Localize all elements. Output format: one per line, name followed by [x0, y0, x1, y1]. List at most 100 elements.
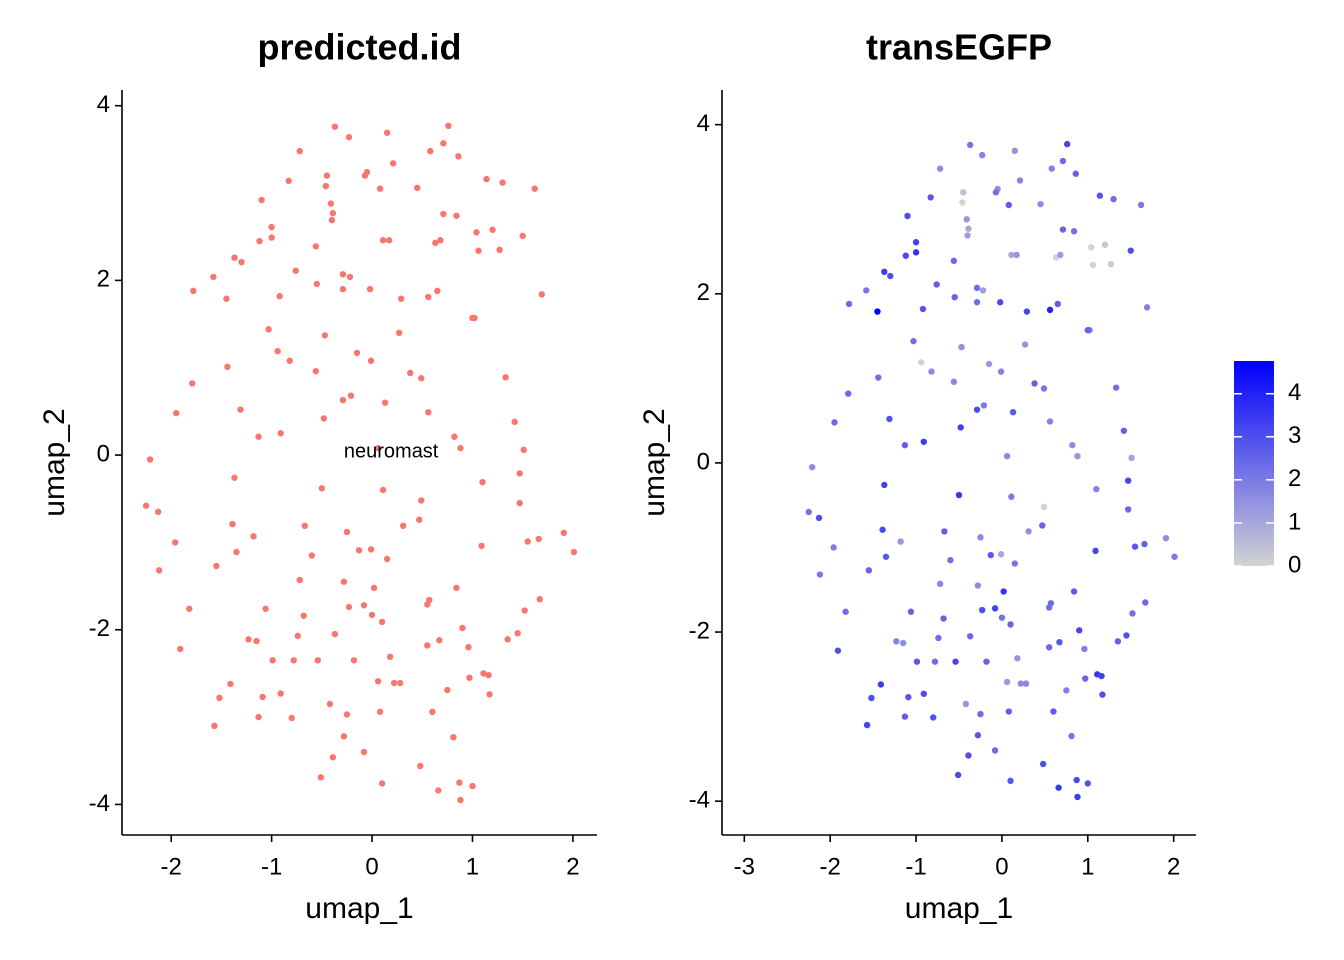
point — [424, 601, 431, 608]
point — [339, 271, 347, 278]
point — [881, 481, 888, 489]
point — [457, 796, 464, 804]
point — [815, 514, 823, 522]
chart-title: predicted.id — [257, 27, 461, 68]
point — [340, 578, 348, 585]
point — [216, 694, 223, 702]
point — [965, 225, 972, 232]
point — [1008, 251, 1015, 259]
point — [1082, 675, 1089, 682]
point — [1142, 599, 1149, 606]
point — [535, 535, 542, 543]
point — [486, 691, 493, 698]
point — [886, 415, 893, 423]
point — [1072, 170, 1079, 177]
point — [955, 491, 963, 499]
x-tick-label: 1 — [466, 853, 479, 880]
point — [268, 223, 275, 231]
point — [1092, 547, 1099, 555]
point — [245, 636, 252, 643]
y-tick-label: -4 — [689, 787, 710, 814]
point — [435, 787, 442, 794]
point — [253, 637, 260, 645]
point — [521, 607, 528, 614]
point — [834, 647, 842, 654]
point — [317, 774, 325, 781]
x-tick-label: -3 — [734, 853, 755, 880]
point — [268, 234, 275, 241]
y-tick-label: -4 — [89, 790, 110, 817]
y-tick-label: 4 — [97, 91, 110, 118]
point — [397, 295, 405, 302]
point — [1074, 793, 1081, 801]
point — [1046, 306, 1054, 314]
point — [941, 528, 948, 535]
point — [1128, 454, 1135, 462]
point — [229, 520, 236, 528]
point — [414, 184, 421, 192]
point — [1107, 260, 1115, 268]
point — [294, 632, 301, 640]
point — [1059, 157, 1067, 165]
point — [459, 624, 466, 632]
point — [469, 314, 476, 322]
colorbar — [1234, 361, 1274, 566]
point — [901, 441, 909, 449]
point — [274, 347, 281, 355]
point — [465, 644, 472, 651]
point — [998, 614, 1006, 621]
y-axis-label: umap_2 — [38, 408, 71, 516]
point — [560, 529, 568, 537]
y-tick-label: 0 — [97, 440, 110, 467]
point — [1011, 560, 1019, 567]
point — [1096, 192, 1104, 199]
point — [308, 552, 315, 559]
point — [395, 329, 403, 337]
point — [959, 199, 966, 206]
point — [1073, 776, 1080, 784]
point — [997, 299, 1004, 306]
point — [1101, 241, 1109, 248]
point — [258, 196, 265, 204]
colorbar-tick-label: 1 — [1288, 508, 1301, 535]
point — [1055, 784, 1062, 791]
point — [1008, 493, 1015, 500]
point — [327, 200, 335, 207]
point — [213, 562, 220, 570]
point — [831, 419, 838, 426]
point — [978, 151, 986, 159]
point — [980, 402, 988, 409]
point — [985, 360, 993, 368]
point — [933, 281, 940, 288]
point — [1069, 441, 1076, 449]
y-tick-label: -2 — [689, 617, 710, 644]
point — [531, 185, 538, 192]
point — [1076, 627, 1083, 634]
point — [329, 209, 337, 217]
point — [456, 779, 463, 786]
point — [374, 678, 382, 685]
point — [290, 657, 297, 664]
cluster-label: neuromast — [344, 441, 439, 463]
point — [874, 308, 881, 315]
point — [255, 713, 262, 721]
x-tick-label: -1 — [905, 853, 926, 880]
point — [256, 237, 263, 245]
point — [347, 392, 355, 399]
point — [276, 292, 283, 300]
point — [868, 694, 875, 702]
point — [1011, 147, 1019, 155]
point — [473, 229, 480, 236]
point — [485, 671, 492, 679]
point — [904, 212, 911, 220]
point — [360, 748, 368, 756]
point — [190, 287, 197, 295]
point — [211, 722, 218, 730]
x-axis-label: umap_1 — [905, 892, 1013, 925]
point — [1084, 326, 1092, 334]
point — [437, 237, 444, 244]
y-tick-label: -2 — [89, 615, 110, 642]
point — [376, 708, 384, 716]
point — [385, 237, 393, 244]
point — [1129, 610, 1136, 617]
